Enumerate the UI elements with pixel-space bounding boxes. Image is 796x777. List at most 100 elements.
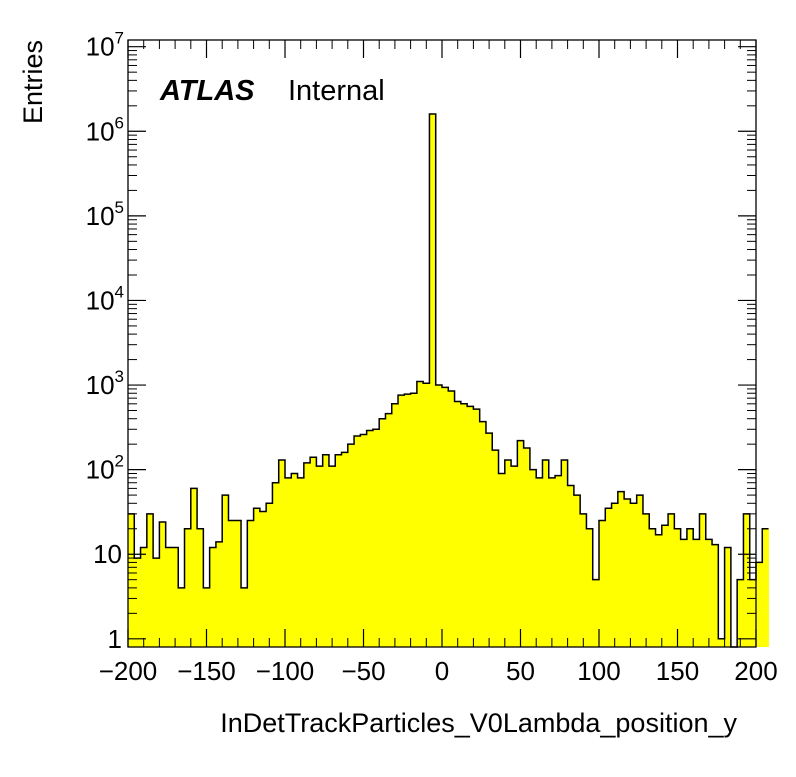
histogram-bin bbox=[379, 418, 386, 647]
histogram-bin bbox=[680, 539, 688, 647]
histogram-bin bbox=[611, 503, 619, 647]
histogram-bin bbox=[454, 401, 462, 647]
y-tick-label: 10 bbox=[93, 539, 122, 569]
histogram-bin bbox=[567, 485, 575, 647]
histogram-bin bbox=[297, 477, 305, 647]
histogram-bin bbox=[561, 459, 568, 647]
histogram-bin bbox=[668, 513, 675, 647]
x-axis-title: InDetTrackParticles_V0Lambda_position_y bbox=[220, 708, 737, 738]
histogram-bin bbox=[504, 459, 512, 647]
histogram-bin bbox=[171, 547, 179, 647]
histogram-bin bbox=[586, 528, 594, 647]
histogram-bin bbox=[699, 513, 707, 647]
histogram-bin bbox=[523, 448, 531, 647]
histogram-bin bbox=[134, 558, 141, 647]
histogram-bin bbox=[190, 488, 198, 647]
histogram-bin bbox=[153, 558, 160, 647]
histogram-bin bbox=[372, 429, 380, 647]
histogram-bin bbox=[756, 562, 763, 647]
histogram-bin bbox=[617, 491, 625, 647]
histogram-bin bbox=[278, 459, 286, 647]
histogram-bin bbox=[536, 477, 543, 647]
histogram-bin bbox=[322, 454, 330, 647]
histogram-bin bbox=[391, 403, 399, 647]
histogram-bin bbox=[435, 385, 443, 647]
histogram-bin bbox=[247, 520, 254, 647]
x-tick-label: −50 bbox=[341, 656, 385, 686]
histogram-bin bbox=[241, 587, 248, 647]
histogram-bin bbox=[222, 495, 229, 647]
x-tick-label: −200 bbox=[99, 656, 158, 686]
histogram-bin bbox=[661, 525, 669, 647]
histogram-bin bbox=[398, 395, 405, 647]
histogram-bin bbox=[442, 387, 449, 647]
histogram-bin bbox=[259, 511, 267, 647]
histogram-bin bbox=[253, 508, 261, 647]
histogram-bin bbox=[473, 409, 481, 647]
internal-label: Internal bbox=[288, 75, 385, 107]
atlas-label: ATLAS bbox=[159, 75, 255, 107]
y-tick-label: 105 bbox=[86, 198, 124, 231]
histogram-bin bbox=[448, 391, 455, 647]
y-tick-label: 103 bbox=[86, 367, 124, 400]
histogram-bin bbox=[228, 520, 236, 647]
histogram-bin bbox=[385, 413, 393, 647]
histogram-bin bbox=[285, 477, 292, 647]
histogram-bin bbox=[266, 503, 273, 647]
plot-frame bbox=[127, 39, 757, 648]
y-axis-title: Entries bbox=[18, 40, 48, 124]
histogram-bin bbox=[316, 466, 324, 647]
histogram-bin bbox=[429, 114, 437, 648]
histogram-bin bbox=[404, 394, 411, 647]
histogram-bin bbox=[498, 473, 506, 647]
histogram-bin bbox=[718, 638, 725, 647]
histogram-bin bbox=[272, 482, 280, 647]
histogram-bin bbox=[599, 520, 606, 647]
histogram-bin bbox=[573, 495, 581, 647]
histogram-bin bbox=[605, 508, 612, 647]
histogram-bin bbox=[636, 495, 644, 647]
histogram-bin bbox=[366, 430, 374, 647]
histogram-bin bbox=[310, 457, 317, 647]
y-tick-label: 104 bbox=[86, 282, 124, 315]
histogram-bin bbox=[674, 528, 682, 647]
histogram-bin bbox=[328, 466, 336, 647]
histogram-bin bbox=[291, 473, 298, 647]
histogram-bin bbox=[592, 579, 600, 647]
histogram-bin bbox=[630, 503, 638, 647]
histogram-bin bbox=[360, 434, 368, 647]
x-tick-label: 100 bbox=[577, 656, 620, 686]
histogram-bin bbox=[128, 513, 135, 647]
histogram-bin bbox=[165, 547, 173, 647]
histogram-bin bbox=[485, 433, 493, 647]
y-tick-label: 107 bbox=[86, 29, 124, 62]
histogram-bin bbox=[542, 459, 550, 647]
x-tick-label: 150 bbox=[656, 656, 699, 686]
histogram-bin bbox=[203, 587, 211, 647]
y-tick-label: 1 bbox=[108, 624, 122, 654]
histogram-bin bbox=[215, 541, 223, 647]
histogram-bin bbox=[209, 547, 217, 647]
histogram-bin bbox=[416, 381, 424, 647]
histogram-bin bbox=[354, 435, 361, 647]
histogram-bin bbox=[655, 534, 663, 647]
histogram-bin bbox=[517, 440, 525, 647]
histogram-bin bbox=[743, 513, 751, 647]
histogram-bin bbox=[555, 475, 562, 647]
histogram-bin bbox=[335, 454, 342, 647]
histogram-bin bbox=[178, 587, 185, 647]
x-tick-label: −100 bbox=[256, 656, 315, 686]
histogram-bin bbox=[197, 528, 204, 647]
x-tick-label: 0 bbox=[435, 656, 449, 686]
histogram-bin bbox=[642, 513, 650, 647]
histogram-bin bbox=[649, 528, 656, 647]
x-tick-label: 200 bbox=[734, 656, 777, 686]
histogram-bin bbox=[693, 539, 700, 647]
histogram-bin bbox=[762, 528, 769, 647]
histogram-bin bbox=[159, 522, 167, 647]
x-tick-label: 50 bbox=[506, 656, 535, 686]
y-tick-label: 102 bbox=[86, 452, 124, 485]
histogram-bin bbox=[140, 547, 148, 647]
